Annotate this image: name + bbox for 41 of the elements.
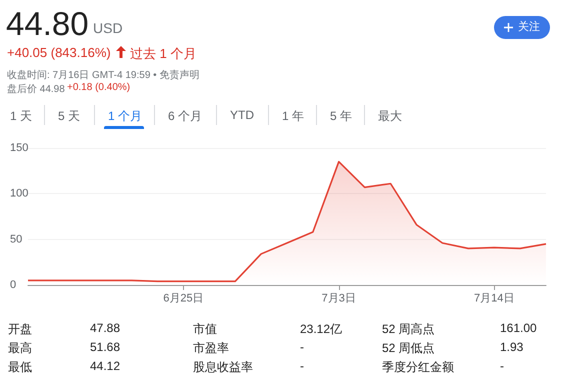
text: 1.93: [500, 340, 524, 354]
text: 季度分红金额: [382, 359, 454, 376]
text: 收盘时间: 7月16日 GMT-4 19:59 • 免责声明: [7, 68, 200, 82]
text: 51.68: [90, 340, 120, 354]
chart-title: 44.80: [6, 5, 89, 43]
text: 盘后价 44.98: [7, 82, 65, 96]
y-tick-label: 0: [10, 279, 16, 291]
text: 开盘: [8, 321, 32, 338]
text: 47.88: [90, 321, 120, 335]
x-tick-label: 7月3日: [322, 292, 356, 304]
text: 161.00: [500, 321, 537, 335]
text: 最低: [8, 359, 32, 376]
text: 5 年: [330, 108, 352, 125]
text: 过去 1 个月: [130, 45, 196, 63]
chart-subtitle: USD: [93, 20, 123, 36]
text: -: [300, 340, 304, 354]
x-tick-label: 6月25日: [163, 292, 204, 304]
text: 6 个月: [168, 108, 202, 125]
text: +0.18 (0.40%): [67, 82, 130, 93]
text: 1 年: [282, 108, 304, 125]
y-tick-label: 50: [10, 233, 22, 246]
text: 44.12: [90, 359, 120, 373]
text: 市值: [193, 321, 217, 338]
text: 52 周低点: [382, 340, 435, 357]
text: -: [300, 359, 304, 373]
text: 1 个月: [108, 108, 142, 125]
text: YTD: [230, 108, 254, 122]
text: 关注: [518, 20, 540, 34]
text: 23.12亿: [300, 321, 342, 338]
x-tick-label: 7月14日: [474, 292, 514, 304]
text: 市盈率: [193, 340, 229, 357]
text: 52 周高点: [382, 321, 435, 338]
text: 股息收益率: [193, 359, 253, 376]
text: 1 天: [10, 108, 32, 125]
y-tick-label: 150: [10, 142, 28, 154]
text: 5 天: [58, 108, 80, 125]
text: -: [500, 359, 504, 373]
text: 最大: [378, 108, 402, 125]
text: +40.05 (843.16%): [7, 45, 111, 60]
text: 最高: [8, 340, 32, 357]
y-tick-label: 100: [10, 188, 28, 200]
